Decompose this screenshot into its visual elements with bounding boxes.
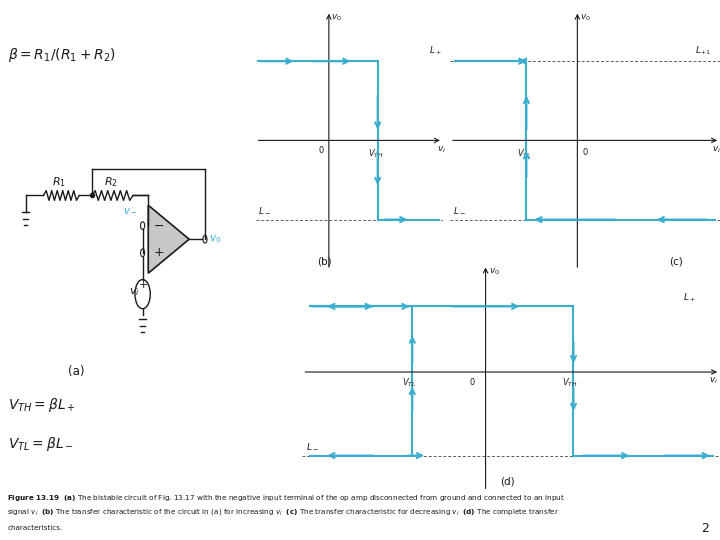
- Text: $V_{TH}$: $V_{TH}$: [562, 376, 577, 389]
- Text: $V_{TL} = \beta L_-$: $V_{TL} = \beta L_-$: [8, 435, 73, 453]
- Text: $v_i$: $v_i$: [712, 144, 720, 154]
- Text: $L_+$: $L_+$: [428, 45, 441, 57]
- Text: $R_2$: $R_2$: [104, 175, 118, 188]
- Text: $L_+$: $L_+$: [683, 292, 696, 304]
- Text: 0: 0: [319, 146, 324, 156]
- Text: $\beta = R_1/(R_1 + R_2)$: $\beta = R_1/(R_1 + R_2)$: [8, 46, 115, 64]
- Text: $v_0$: $v_0$: [331, 12, 342, 23]
- Text: $v_-$: $v_-$: [123, 205, 138, 215]
- Text: (a): (a): [68, 365, 85, 379]
- Text: $L_-$: $L_-$: [453, 205, 465, 214]
- Text: (c): (c): [669, 256, 683, 266]
- Text: $L_-$: $L_-$: [258, 205, 271, 214]
- Text: $L_-$: $L_-$: [306, 441, 319, 450]
- Text: $v_i$: $v_i$: [129, 286, 139, 298]
- Text: $V_{TH} = \beta L_+$: $V_{TH} = \beta L_+$: [8, 396, 76, 414]
- Text: $v_0$: $v_0$: [580, 12, 591, 23]
- Text: $\mathbf{Figure\ 13.19}$  $\mathbf{(a)}$ The bistable circuit of Fig. 13.17 with: $\mathbf{Figure\ 13.19}$ $\mathbf{(a)}$ …: [7, 493, 565, 503]
- Polygon shape: [148, 205, 189, 273]
- Text: (d): (d): [500, 476, 515, 486]
- Text: $+$: $+$: [153, 246, 165, 259]
- Text: $L_{+1}$: $L_{+1}$: [695, 45, 711, 57]
- Text: 0: 0: [469, 378, 474, 387]
- Text: 0: 0: [582, 148, 588, 157]
- Text: $V_{TL}$: $V_{TL}$: [402, 376, 415, 389]
- Text: characteristics.: characteristics.: [7, 525, 63, 531]
- Text: 2: 2: [701, 522, 709, 535]
- Text: signal $v_i$  $\mathbf{(b)}$ The transfer characteristic of the circuit in (a) f: signal $v_i$ $\mathbf{(b)}$ The transfer…: [7, 507, 559, 517]
- Text: $v_0$: $v_0$: [209, 234, 221, 246]
- Text: $V_{TL}$: $V_{TL}$: [517, 147, 531, 160]
- Text: $-$: $-$: [153, 219, 164, 232]
- Text: $R_1$: $R_1$: [52, 175, 66, 188]
- Text: +: +: [139, 280, 148, 291]
- Text: $V_{TH}$: $V_{TH}$: [368, 147, 384, 160]
- Text: (b): (b): [317, 256, 331, 266]
- Text: $v_i$: $v_i$: [437, 144, 446, 154]
- Text: $v_0$: $v_0$: [489, 267, 500, 277]
- Text: $v_i$: $v_i$: [709, 376, 718, 386]
